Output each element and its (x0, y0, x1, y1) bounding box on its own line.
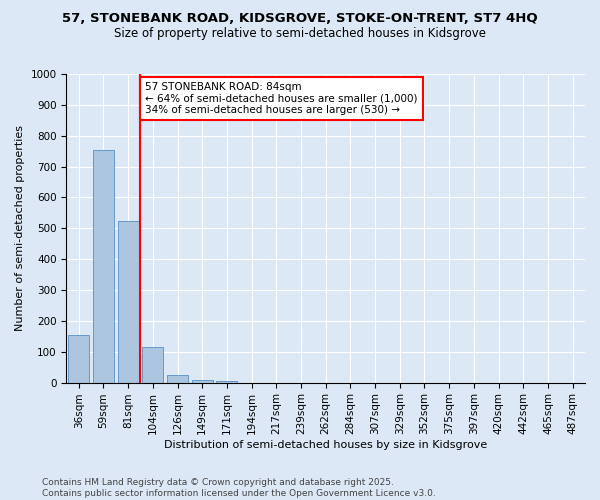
Bar (217, 380, 238, 382)
Bar (142, 347, 163, 382)
Text: 57, STONEBANK ROAD, KIDSGROVE, STOKE-ON-TRENT, ST7 4HQ: 57, STONEBANK ROAD, KIDSGROVE, STOKE-ON-… (62, 12, 538, 26)
Bar (93, 150, 114, 382)
Bar (192, 380, 213, 382)
Bar (68, 335, 89, 382)
Text: Size of property relative to semi-detached houses in Kidsgrove: Size of property relative to semi-detach… (114, 28, 486, 40)
Text: 57 STONEBANK ROAD: 84sqm
← 64% of semi-detached houses are smaller (1,000)
34% o: 57 STONEBANK ROAD: 84sqm ← 64% of semi-d… (145, 82, 418, 115)
Y-axis label: Number of semi-detached properties: Number of semi-detached properties (15, 126, 25, 332)
Bar (118, 220, 139, 382)
X-axis label: Distribution of semi-detached houses by size in Kidsgrove: Distribution of semi-detached houses by … (164, 440, 487, 450)
Bar (167, 375, 188, 382)
Text: Contains HM Land Registry data © Crown copyright and database right 2025.
Contai: Contains HM Land Registry data © Crown c… (42, 478, 436, 498)
